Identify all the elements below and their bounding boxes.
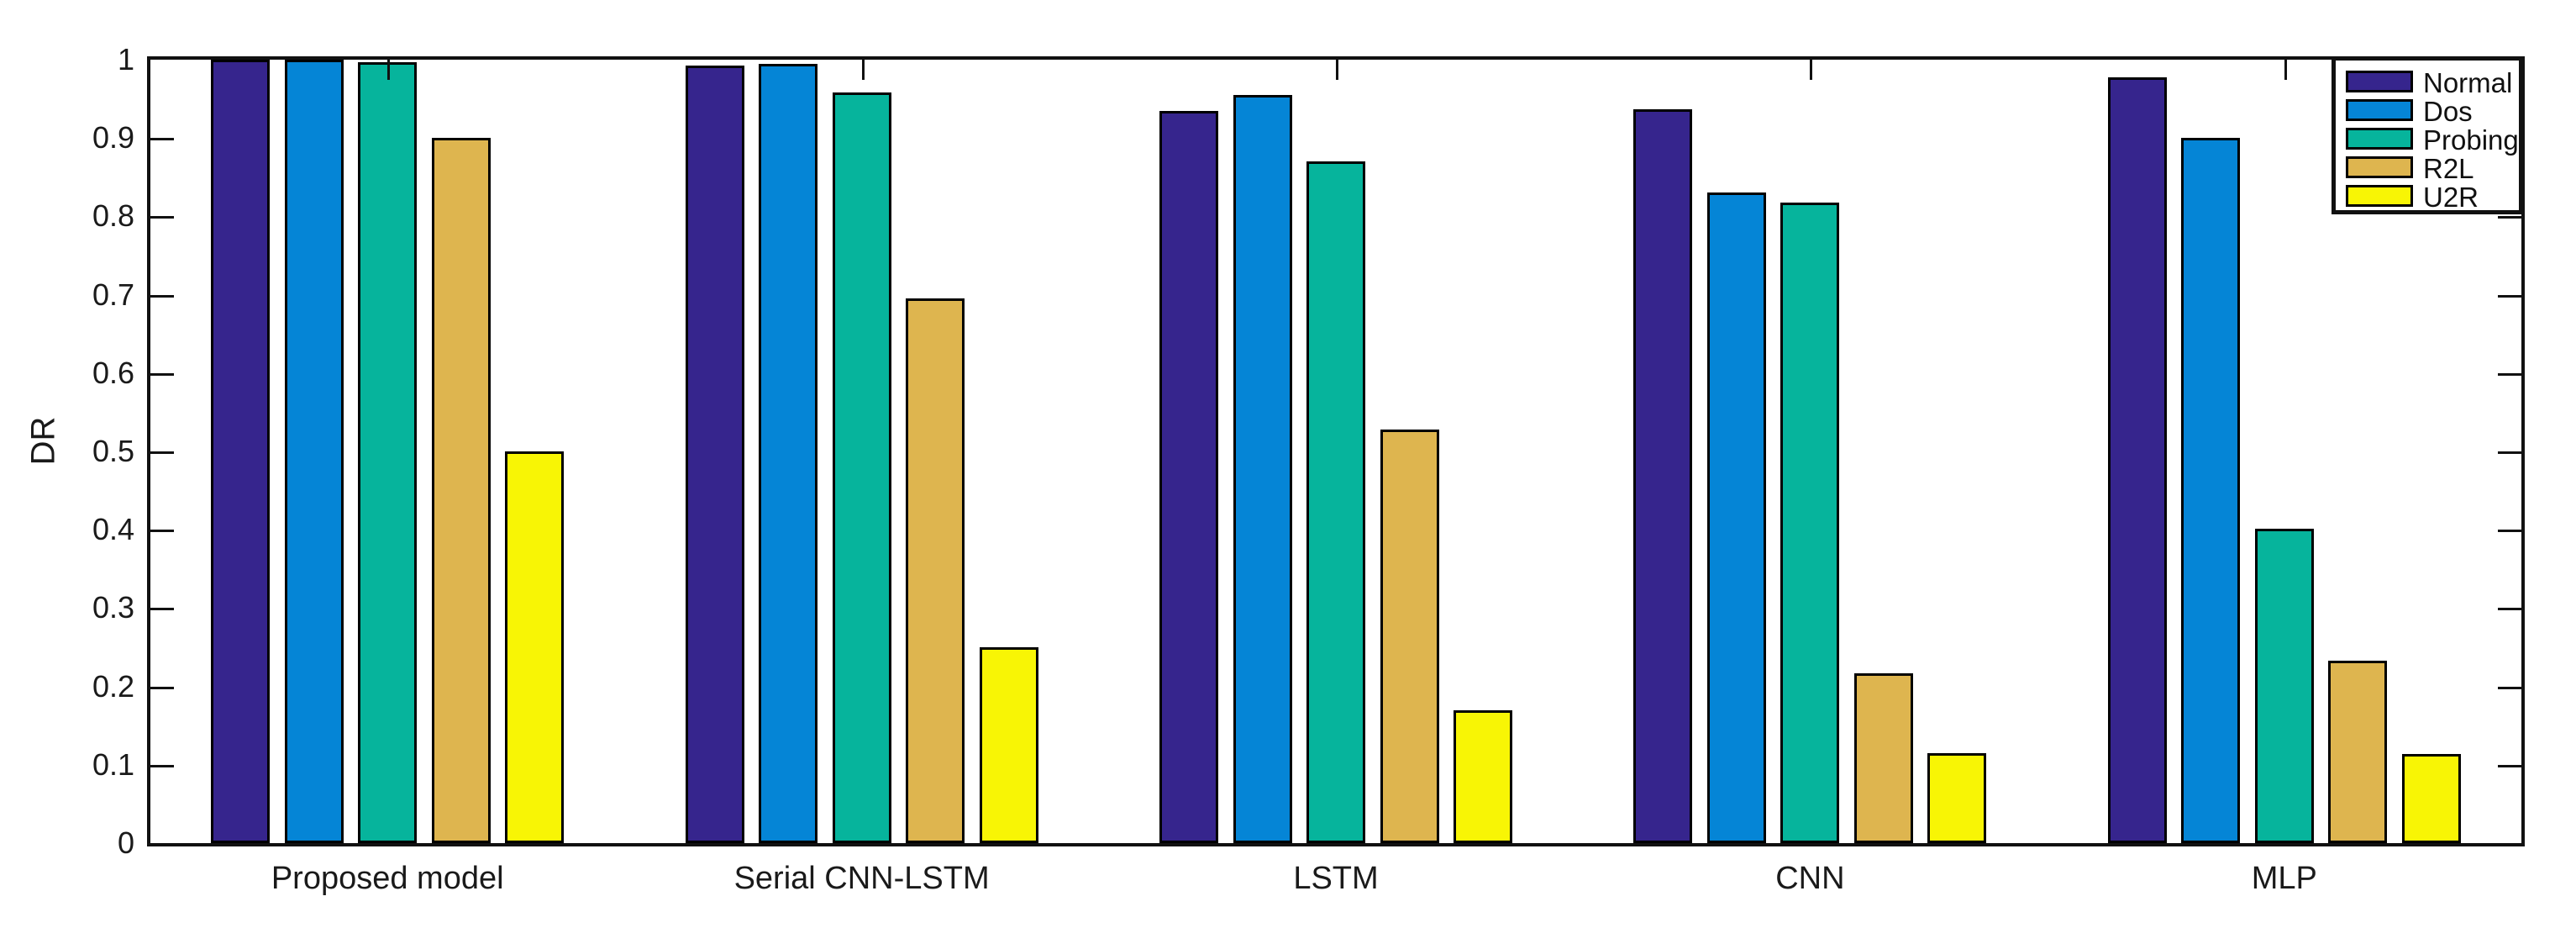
bar-r2l-3	[1380, 430, 1439, 843]
legend-label-normal: Normal	[2423, 67, 2513, 98]
bar-u2r-4	[1927, 753, 1987, 843]
bar-r2l-4	[1853, 673, 1913, 843]
y-tick-mark-left	[150, 530, 174, 532]
y-tick-label: 1	[117, 42, 134, 76]
x-tick-mark-top	[2284, 60, 2287, 80]
bar-r2l-1	[431, 138, 491, 843]
legend-entry-normal: Normal	[2336, 67, 2519, 98]
y-tick-label: 0	[117, 825, 134, 860]
bar-u2r-5	[2401, 754, 2461, 843]
legend: Normal Dos Probing R2L U2R	[2332, 56, 2523, 214]
legend-swatch-u2r	[2346, 185, 2413, 207]
y-tick-mark-right	[2498, 373, 2521, 376]
x-category-label: LSTM	[1293, 861, 1379, 896]
bar-normal-3	[1159, 111, 1218, 843]
bar-u2r-3	[1454, 710, 1512, 843]
y-tick-mark-left	[150, 687, 174, 689]
y-tick-label: 0.9	[92, 120, 134, 155]
x-tick-mark-top	[1810, 60, 1812, 80]
y-tick-mark-right	[2498, 687, 2521, 689]
y-tick-label: 0.5	[92, 434, 134, 468]
bar-normal-1	[211, 60, 271, 843]
x-category-label: Serial CNN-LSTM	[733, 861, 990, 896]
bar-u2r-2	[979, 647, 1038, 843]
plot-area	[147, 56, 2525, 846]
x-tick-mark-top	[1336, 60, 1338, 80]
legend-label-dos: Dos	[2423, 96, 2473, 127]
x-category-label: Proposed model	[271, 861, 504, 896]
y-tick-label: 0.8	[92, 198, 134, 233]
y-tick-mark-right	[2498, 451, 2521, 454]
bar-r2l-5	[2328, 661, 2388, 843]
y-tick-label: 0.7	[92, 277, 134, 312]
bar-probing-2	[832, 92, 891, 843]
legend-entry-u2r: U2R	[2336, 182, 2519, 213]
bar-dos-4	[1706, 192, 1766, 843]
bar-u2r-1	[505, 451, 565, 843]
bar-probing-4	[1780, 203, 1840, 843]
y-tick-label: 0.1	[92, 747, 134, 782]
y-tick-mark-right	[2498, 216, 2521, 219]
bar-probing-1	[358, 62, 418, 843]
y-tick-label: 0.2	[92, 669, 134, 704]
y-tick-mark-left	[150, 765, 174, 767]
legend-entry-probing: Probing	[2336, 124, 2519, 156]
y-tick-label: 0.3	[92, 590, 134, 625]
legend-swatch-probing	[2346, 128, 2413, 150]
y-tick-mark-right	[2498, 765, 2521, 767]
y-tick-mark-right	[2498, 530, 2521, 532]
x-tick-mark-top	[862, 60, 865, 80]
bar-probing-3	[1306, 161, 1365, 843]
y-tick-mark-left	[150, 138, 174, 140]
y-tick-mark-right	[2498, 295, 2521, 298]
legend-swatch-normal	[2346, 71, 2413, 92]
legend-label-r2l: R2L	[2423, 153, 2474, 184]
legend-entry-dos: Dos	[2336, 96, 2519, 127]
bar-dos-1	[284, 60, 344, 843]
y-tick-mark-left	[150, 295, 174, 298]
bar-dos-2	[759, 64, 818, 843]
legend-label-probing: Probing	[2423, 124, 2519, 156]
bar-dos-5	[2181, 138, 2241, 843]
x-category-label: MLP	[2251, 861, 2317, 896]
bar-dos-3	[1233, 95, 1292, 843]
y-tick-mark-right	[2498, 608, 2521, 610]
bar-normal-4	[1633, 109, 1693, 843]
legend-swatch-r2l	[2346, 156, 2413, 178]
legend-swatch-dos	[2346, 99, 2413, 121]
bar-normal-5	[2107, 77, 2167, 843]
y-tick-mark-left	[150, 373, 174, 376]
x-tick-mark-top	[387, 60, 390, 80]
y-tick-mark-left	[150, 608, 174, 610]
y-tick-mark-left	[150, 216, 174, 219]
y-tick-label: 0.6	[92, 356, 134, 390]
y-tick-mark-left	[150, 451, 174, 454]
bar-probing-5	[2254, 529, 2314, 843]
y-tick-label: 0.4	[92, 512, 134, 546]
bar-r2l-2	[906, 298, 965, 843]
bar-normal-2	[685, 66, 744, 843]
legend-entry-r2l: R2L	[2336, 154, 2519, 182]
legend-label-u2r: U2R	[2423, 182, 2479, 213]
x-category-label: CNN	[1775, 861, 1845, 896]
